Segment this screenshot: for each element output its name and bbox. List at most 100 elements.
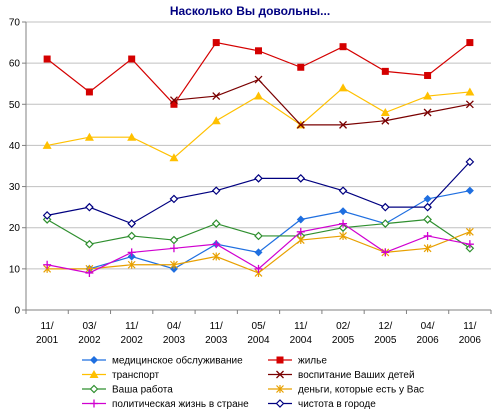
data-point <box>296 227 305 236</box>
data-point <box>255 47 262 55</box>
data-point <box>423 108 432 117</box>
data-point <box>127 132 137 141</box>
legend-marker <box>276 385 284 393</box>
legend-item: деньги, которые есть у Вас <box>268 385 424 396</box>
legend: медицинское обслуживание жилье транспорт во… <box>82 355 424 410</box>
data-point <box>43 260 52 269</box>
series-lines <box>42 39 475 277</box>
x-tick-label-year: 2002 <box>78 335 101 346</box>
data-point <box>254 264 263 273</box>
x-tick-label-year: 2005 <box>332 335 355 346</box>
data-point <box>381 248 390 257</box>
legend-label: Ваша работа <box>112 384 173 396</box>
data-point <box>127 252 136 261</box>
data-point <box>211 116 221 125</box>
data-point <box>297 63 305 71</box>
legend-item: транспорт <box>82 370 160 381</box>
data-point <box>212 92 221 101</box>
data-point <box>339 43 347 51</box>
data-point <box>296 236 305 245</box>
series-3 <box>169 75 474 129</box>
data-point <box>254 75 263 84</box>
data-point <box>296 215 305 224</box>
data-point <box>170 100 178 108</box>
data-point <box>424 71 432 79</box>
data-point <box>296 120 305 129</box>
x-tick-label: 11/ <box>41 321 54 332</box>
x-tick-label: 02/ <box>336 321 350 332</box>
data-point <box>423 202 432 212</box>
x-tick-label: 04/ <box>421 321 435 332</box>
x-tick-label-year: 2005 <box>374 335 397 346</box>
data-point <box>423 231 432 240</box>
legend-label: медицинское обслуживание <box>112 355 243 367</box>
legend-label: жилье <box>298 356 327 367</box>
y-tick-label: 10 <box>9 264 21 275</box>
legend-item: воспитание Ваших детей <box>268 370 415 381</box>
data-point <box>212 252 221 261</box>
data-point <box>169 153 179 162</box>
x-tick-label-year: 2001 <box>36 335 59 346</box>
data-point <box>169 235 179 245</box>
data-point <box>254 231 263 241</box>
series-line <box>47 161 471 225</box>
legend-marker <box>276 356 284 364</box>
data-point <box>127 219 137 228</box>
data-point <box>465 87 475 96</box>
x-tick-label-year: 2006 <box>416 335 439 346</box>
series-6 <box>43 219 474 277</box>
legend-item: чистота в городе <box>268 399 376 410</box>
series-7 <box>42 157 475 228</box>
data-point <box>127 248 136 257</box>
data-point <box>423 215 432 224</box>
legend-item: медицинское обслуживание <box>82 355 243 367</box>
x-tick-label: 11/ <box>463 321 476 332</box>
y-tick-label: 0 <box>14 306 20 317</box>
y-tick-label: 30 <box>9 182 21 193</box>
legend-marker <box>276 370 284 379</box>
data-point <box>339 219 348 228</box>
x-tick-label-year: 2004 <box>247 335 270 346</box>
data-point <box>423 194 432 203</box>
data-point <box>380 202 390 212</box>
data-point <box>169 244 178 253</box>
data-point <box>465 100 474 109</box>
data-point <box>381 67 389 75</box>
y-tick-label: 40 <box>9 141 21 152</box>
series-4 <box>42 215 475 253</box>
x-tick-label: 05/ <box>252 321 266 332</box>
data-point <box>211 219 221 228</box>
data-point <box>254 91 263 100</box>
data-point <box>465 243 475 253</box>
x-tick-label: 11/ <box>125 321 138 332</box>
data-point <box>380 108 390 117</box>
axes: 0 10 20 30 40 50 60 70 11/2001 03/2002 11/2002 04/2… <box>9 18 492 346</box>
legend-label: транспорт <box>112 370 160 381</box>
legend-item: жилье <box>268 356 327 367</box>
y-tick-label: 50 <box>9 100 21 111</box>
legend-marker <box>275 399 285 408</box>
data-point <box>42 140 52 149</box>
data-point <box>128 55 136 63</box>
data-point <box>466 39 474 47</box>
data-point <box>381 116 390 125</box>
data-point <box>465 240 474 249</box>
data-point <box>423 91 433 100</box>
legend-marker <box>90 356 98 364</box>
data-point <box>338 223 348 233</box>
legend-marker <box>89 384 99 394</box>
x-tick-label-year: 2004 <box>290 335 313 346</box>
data-point <box>212 240 221 249</box>
x-tick-label-year: 2003 <box>163 335 186 346</box>
data-point <box>339 207 348 216</box>
data-point <box>127 231 137 241</box>
x-tick-label: 11/ <box>294 321 307 332</box>
data-point <box>254 173 263 183</box>
x-tick-label: 11/ <box>210 321 223 332</box>
data-point <box>339 120 348 129</box>
legend-label: деньги, которые есть у Вас <box>298 385 424 396</box>
data-point <box>465 157 475 167</box>
series-0 <box>85 186 474 273</box>
data-point <box>380 219 390 228</box>
data-point <box>296 173 306 183</box>
